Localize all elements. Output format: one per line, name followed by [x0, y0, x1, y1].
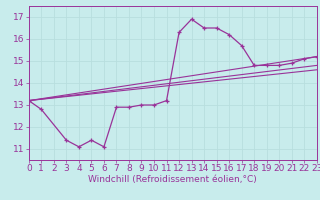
X-axis label: Windchill (Refroidissement éolien,°C): Windchill (Refroidissement éolien,°C): [88, 175, 257, 184]
